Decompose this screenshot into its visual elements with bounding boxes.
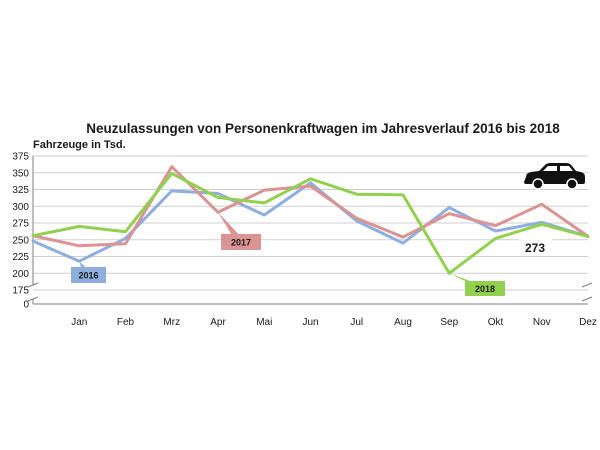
y-tick-labels: 0 175 200 225 250 275 300 325 350 375: [12, 152, 29, 311]
series-line-2016: [31, 181, 590, 263]
value-annotation-text: 273: [525, 241, 545, 255]
series-lines: [31, 165, 590, 275]
y-tick-0: 0: [23, 300, 29, 311]
y-tick-300: 300: [12, 202, 29, 213]
y-tick-325: 325: [12, 185, 29, 196]
y-axis-label: Fahrzeuge in Tsd.: [33, 139, 126, 151]
axes: [27, 156, 593, 305]
y-axis-break: [27, 282, 39, 302]
y-tick-250: 250: [12, 235, 29, 246]
series-line-2018: [31, 171, 590, 275]
y-tick-175: 175: [12, 286, 29, 297]
x-axis-break-right: [581, 282, 593, 302]
series-line-2017: [31, 165, 590, 248]
series-tag-box-2018: [465, 281, 505, 296]
x-tick-Nov: Nov: [533, 317, 551, 328]
y-tick-350: 350: [12, 168, 29, 179]
series-tags: 2016 2017 2018: [71, 212, 505, 296]
series-tag-box-2016: [71, 267, 106, 283]
x-tick-Mrz: Mrz: [163, 317, 180, 328]
x-tick-Jul: Jul: [350, 317, 363, 328]
y-tick-375: 375: [12, 152, 29, 163]
y-tick-275: 275: [12, 219, 29, 230]
x-tick-Jan: Jan: [71, 317, 87, 328]
series-tag-box-2017: [221, 234, 261, 250]
x-tick-Jun: Jun: [302, 317, 318, 328]
x-tick-Feb: Feb: [117, 317, 135, 328]
x-tick-Aug: Aug: [394, 317, 412, 328]
series-tag-2017: 2017: [231, 238, 251, 248]
x-tick-Dez: Dez: [579, 317, 597, 328]
y-tick-225: 225: [12, 252, 29, 263]
chart-title: Neuzulassungen von Personenkraftwagen im…: [86, 121, 560, 136]
x-tick-Sep: Sep: [440, 317, 458, 328]
x-tick-Mai: Mai: [256, 317, 272, 328]
series-tag-2016: 2016: [78, 271, 98, 281]
value-annotation: 273: [519, 239, 552, 256]
value-annotation-bg: [519, 239, 552, 256]
series-tag-2018: 2018: [475, 284, 495, 294]
x-tick-Apr: Apr: [210, 317, 226, 328]
car-icon: [524, 163, 585, 190]
y-tick-200: 200: [12, 269, 29, 280]
x-tick-labels: Jan Feb Mrz Apr Mai Jun Jul Aug Sep Okt Nov Dez: [71, 317, 597, 328]
x-tick-Okt: Okt: [488, 317, 504, 328]
